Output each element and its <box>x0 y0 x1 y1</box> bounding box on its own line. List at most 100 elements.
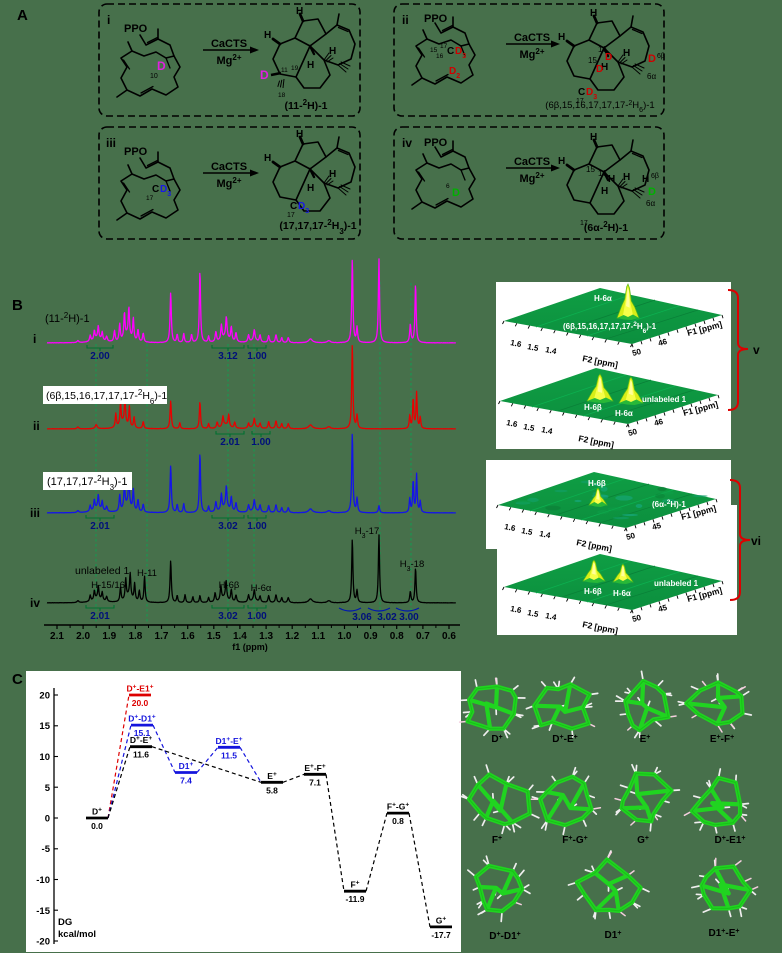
svg-text:46: 46 <box>653 417 664 428</box>
svg-text:1.4: 1.4 <box>233 631 247 642</box>
svg-text:17: 17 <box>440 43 448 50</box>
svg-text:6α: 6α <box>647 72 656 81</box>
svg-text:1.5: 1.5 <box>527 608 540 619</box>
svg-text:(6α-2H)-1: (6α-2H)-1 <box>652 499 686 510</box>
svg-text:-17.7: -17.7 <box>431 930 451 940</box>
svg-text:(6β,15,16,17,17,17-2H6)-1: (6β,15,16,17,17,17-2H6)-1 <box>545 100 654 114</box>
svg-text:0.8: 0.8 <box>392 816 404 826</box>
svg-text:-15: -15 <box>36 906 50 917</box>
svg-text:1.6: 1.6 <box>510 604 523 615</box>
svg-text:15: 15 <box>586 165 595 174</box>
svg-text:PPO: PPO <box>424 13 448 25</box>
svg-text:1.9: 1.9 <box>102 631 116 642</box>
svg-text:11.6: 11.6 <box>133 750 149 760</box>
svg-text:A: A <box>17 7 28 24</box>
svg-text:D+-E1+: D+-E1+ <box>715 835 746 847</box>
svg-text:10: 10 <box>39 752 50 763</box>
svg-text:iii: iii <box>106 136 116 150</box>
svg-text:iv: iv <box>30 596 40 610</box>
svg-text:0.8: 0.8 <box>390 631 404 642</box>
svg-text:50: 50 <box>631 613 642 624</box>
svg-text:0.9: 0.9 <box>364 631 378 642</box>
svg-text:E+: E+ <box>640 734 651 746</box>
svg-text:f1 (ppm): f1 (ppm) <box>232 642 268 652</box>
svg-text:F+-G+: F+-G+ <box>562 835 587 847</box>
svg-text:D+-D1+: D+-D1+ <box>128 713 156 724</box>
svg-text:6β: 6β <box>657 53 665 60</box>
svg-text:1.00: 1.00 <box>247 521 267 532</box>
svg-text:2.00: 2.00 <box>90 351 110 362</box>
svg-text:unlabeled 1: unlabeled 1 <box>654 579 699 588</box>
svg-text:(11-2H)-1: (11-2H)-1 <box>45 311 90 326</box>
svg-text:D+: D+ <box>92 806 102 817</box>
svg-text:C: C <box>12 671 23 688</box>
svg-text:45: 45 <box>651 521 662 532</box>
svg-text:45: 45 <box>657 603 668 614</box>
svg-text:11: 11 <box>281 67 288 74</box>
svg-text:(11-2H)-1: (11-2H)-1 <box>285 98 328 113</box>
svg-text:H-6α: H-6α <box>613 589 631 598</box>
svg-text:1.00: 1.00 <box>251 437 271 448</box>
svg-text:3.02: 3.02 <box>218 611 238 622</box>
svg-text:3.00: 3.00 <box>399 612 419 623</box>
svg-text:D: D <box>157 59 166 73</box>
svg-text:D: D <box>648 53 656 65</box>
svg-text:vi: vi <box>751 534 761 548</box>
svg-text:E+-F+: E+-F+ <box>710 734 734 746</box>
svg-text:16: 16 <box>436 53 444 60</box>
svg-text:D+-E+: D+-E+ <box>130 735 152 746</box>
svg-text:F+: F+ <box>351 879 360 890</box>
svg-text:1.6: 1.6 <box>510 338 523 349</box>
svg-text:16: 16 <box>598 169 607 178</box>
svg-text:(17,17,17-2H3)-1: (17,17,17-2H3)-1 <box>47 474 127 492</box>
svg-text:D+-E+: D+-E+ <box>552 734 577 746</box>
svg-text:D: D <box>260 68 269 82</box>
svg-text:iv: iv <box>402 136 412 150</box>
svg-text:unlabeled 1: unlabeled 1 <box>642 395 687 404</box>
svg-text:11.5: 11.5 <box>221 750 237 760</box>
svg-text:1.2: 1.2 <box>285 631 299 642</box>
svg-text:H-6β: H-6β <box>584 403 602 412</box>
svg-text:1.4: 1.4 <box>539 529 552 540</box>
svg-text:(6α-2H)-1: (6α-2H)-1 <box>584 220 628 235</box>
svg-text:CaCTS: CaCTS <box>514 32 550 44</box>
svg-text:i: i <box>33 332 36 346</box>
svg-text:-10: -10 <box>36 875 50 886</box>
svg-text:16: 16 <box>598 45 607 54</box>
svg-text:50: 50 <box>625 531 636 542</box>
svg-text:18: 18 <box>278 92 286 99</box>
svg-text:B: B <box>12 297 23 314</box>
svg-text:6: 6 <box>446 183 450 190</box>
svg-text:1.4: 1.4 <box>545 345 558 356</box>
svg-text:PPO: PPO <box>124 146 148 158</box>
svg-text:unlabeled 1: unlabeled 1 <box>75 565 129 577</box>
svg-text:17: 17 <box>146 195 154 202</box>
svg-text:D+: D+ <box>491 734 502 746</box>
svg-text:1.1: 1.1 <box>311 631 325 642</box>
svg-text:1.3: 1.3 <box>259 631 273 642</box>
svg-text:E+-F+: E+-F+ <box>304 762 326 773</box>
svg-text:2.1: 2.1 <box>50 631 64 642</box>
svg-text:H-6α: H-6α <box>251 583 272 594</box>
svg-text:E+: E+ <box>267 770 277 781</box>
svg-text:7.4: 7.4 <box>180 776 192 786</box>
svg-text:20: 20 <box>39 691 50 702</box>
svg-text:H: H <box>608 174 615 185</box>
svg-text:20.0: 20.0 <box>132 698 149 708</box>
svg-text:H: H <box>642 174 649 185</box>
svg-text:H-6β: H-6β <box>588 479 606 488</box>
svg-text:6β: 6β <box>651 173 659 180</box>
svg-text:D: D <box>596 64 603 75</box>
svg-text:2.01: 2.01 <box>90 611 110 622</box>
svg-text:D3: D3 <box>455 46 466 60</box>
svg-text:1.4: 1.4 <box>545 611 558 622</box>
svg-text:2.01: 2.01 <box>90 521 110 532</box>
svg-text:D3: D3 <box>160 184 171 198</box>
svg-text:2.01: 2.01 <box>220 437 240 448</box>
svg-text:C: C <box>152 184 159 195</box>
svg-text:D3: D3 <box>586 87 597 101</box>
svg-text:0.0: 0.0 <box>91 821 103 831</box>
svg-text:C: C <box>578 87 585 98</box>
svg-text:CaCTS: CaCTS <box>211 38 247 50</box>
svg-text:v: v <box>753 343 760 357</box>
